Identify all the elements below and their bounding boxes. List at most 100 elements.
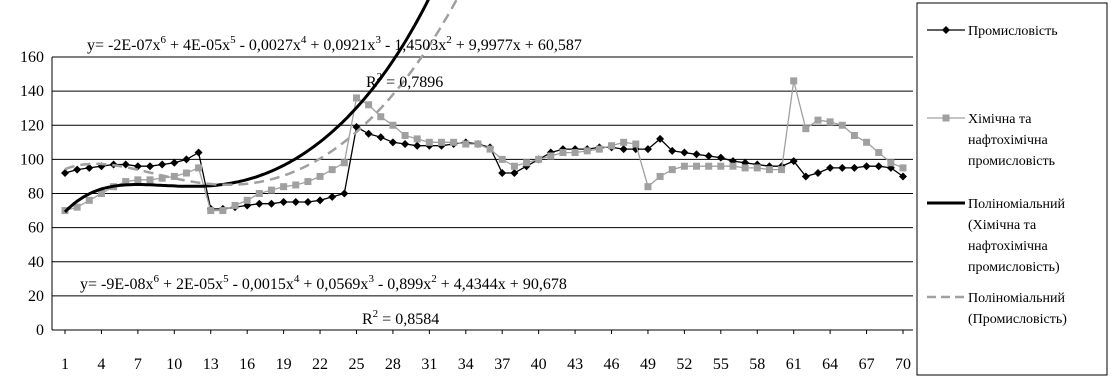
data-point-diamond xyxy=(401,140,410,149)
x-tick-label: 1 xyxy=(61,356,69,373)
data-point-square xyxy=(608,142,616,150)
data-point-square xyxy=(814,116,822,124)
superscript: 2 xyxy=(377,71,383,83)
legend-label: промисловість) xyxy=(968,260,1060,275)
data-point-square xyxy=(887,159,895,167)
y-tick-label: 160 xyxy=(20,49,44,66)
equation-part: + 9,9977x + 60,587 xyxy=(452,37,582,54)
data-point-square xyxy=(401,131,409,139)
data-point-square xyxy=(413,135,421,143)
data-point-diamond xyxy=(716,153,725,162)
data-point-square xyxy=(693,162,701,170)
x-tick-label: 4 xyxy=(97,356,105,373)
trend-equation-lower: y= -9E-08x6 + 2E-05x5 - 0,0015x4 + 0,056… xyxy=(80,273,567,293)
x-tick-label: 34 xyxy=(458,356,474,373)
superscript: 3 xyxy=(375,34,381,46)
data-point-diamond xyxy=(73,165,82,174)
legend-label: (Промисловість) xyxy=(968,312,1067,327)
superscript: 6 xyxy=(160,34,166,46)
data-point-square xyxy=(632,140,640,148)
data-point-square xyxy=(559,149,567,157)
data-point-diamond xyxy=(668,146,677,155)
data-point-square xyxy=(85,196,93,204)
data-point-diamond xyxy=(267,199,276,208)
data-point-square xyxy=(122,178,130,186)
trendline-2 xyxy=(63,0,430,213)
x-tick-label: 16 xyxy=(239,356,255,373)
data-point-square xyxy=(365,101,373,109)
data-point-square xyxy=(899,164,907,172)
data-point-diamond xyxy=(413,141,422,150)
data-point-square xyxy=(328,166,336,174)
data-point-square xyxy=(340,159,348,167)
trendline-layer xyxy=(63,0,458,213)
y-tick-label: 140 xyxy=(20,83,44,100)
data-point-square xyxy=(583,147,591,155)
data-point-square xyxy=(850,131,858,139)
data-point-diamond xyxy=(316,196,325,205)
legend-label: Хімічна та xyxy=(968,112,1032,127)
x-tick-label: 61 xyxy=(786,356,802,373)
x-tick-label: 37 xyxy=(494,356,510,373)
data-point-diamond xyxy=(899,172,907,181)
equation-part: + 0,0569x xyxy=(299,276,368,293)
data-point-diamond xyxy=(874,162,883,171)
legend-box xyxy=(916,2,1108,376)
data-point-diamond xyxy=(619,145,628,154)
x-tick-label: 70 xyxy=(895,356,911,373)
data-point-square xyxy=(729,162,737,170)
x-tick-label: 43 xyxy=(567,356,583,373)
data-point-diamond xyxy=(279,198,288,207)
data-point-diamond xyxy=(862,162,871,171)
legend-label: (Хімічна та xyxy=(968,218,1037,233)
equation-part: - 0,0015x xyxy=(229,276,294,293)
x-tick-label: 64 xyxy=(822,356,838,373)
data-point-diamond xyxy=(813,169,822,178)
trend-equation-upper: y= -2E-07x6 + 4E-05x5 - 0,0027x4 + 0,092… xyxy=(87,34,582,54)
data-point-diamond xyxy=(182,155,191,164)
data-point-square xyxy=(231,201,239,209)
data-point-square xyxy=(195,164,203,172)
x-tick-label: 25 xyxy=(348,356,364,373)
r-squared-lower: R2 = 0,8584 xyxy=(362,308,439,328)
equation-part: - 0,0027x xyxy=(236,37,301,54)
data-point-diamond xyxy=(194,148,203,157)
data-point-square xyxy=(535,155,543,163)
data-point-diamond xyxy=(680,148,689,157)
data-point-diamond xyxy=(704,151,713,160)
x-tick-label: 19 xyxy=(276,356,292,373)
data-point-square xyxy=(753,164,761,172)
y-tick-label: 0 xyxy=(36,322,44,339)
data-point-diamond xyxy=(838,163,847,172)
data-point-square xyxy=(219,207,227,215)
data-point-diamond xyxy=(692,150,701,159)
legend-label: нафтохімічна xyxy=(968,133,1049,148)
series-layer xyxy=(61,77,907,215)
data-point-square xyxy=(680,162,688,170)
legend-symbol-0 xyxy=(927,26,965,34)
data-point-diamond xyxy=(498,169,507,178)
data-point-square xyxy=(486,145,494,153)
superscript: 5 xyxy=(230,34,236,46)
data-point-diamond xyxy=(170,158,179,167)
data-point-square xyxy=(158,174,166,182)
data-point-square xyxy=(523,159,531,167)
legend: Промисловість Хімічна та нафтохімічна проми… xyxy=(916,2,1108,376)
data-point-square xyxy=(875,149,883,157)
data-point-diamond xyxy=(340,189,349,198)
data-point-square xyxy=(802,125,810,133)
x-tick-label: 49 xyxy=(640,356,656,373)
data-point-square xyxy=(571,149,579,157)
equation-part: y= -9E-08x xyxy=(80,276,153,293)
equation-part: + 2E-05x xyxy=(159,276,223,293)
data-point-diamond xyxy=(388,138,397,147)
x-tick-label: 28 xyxy=(385,356,401,373)
data-point-diamond xyxy=(158,160,167,169)
data-point-square xyxy=(243,196,251,204)
data-point-diamond xyxy=(376,133,385,142)
data-point-square xyxy=(437,138,445,146)
equation-part: + 4E-05x xyxy=(166,37,230,54)
data-point-square xyxy=(134,176,142,184)
equation-part: = 0,7896 xyxy=(382,74,443,91)
data-point-square xyxy=(304,178,312,186)
